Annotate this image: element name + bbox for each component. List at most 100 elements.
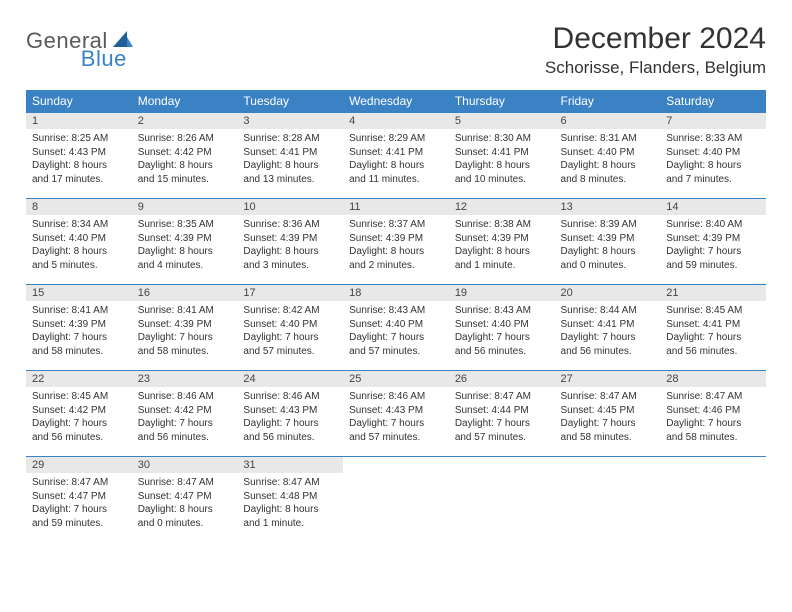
day-number: 31 [237, 457, 343, 473]
sunrise-line: Sunrise: 8:33 AM [666, 133, 742, 144]
sunrise-line: Sunrise: 8:44 AM [561, 305, 637, 316]
sunset-line: Sunset: 4:41 PM [561, 319, 635, 330]
day-number: 29 [26, 457, 132, 473]
calendar-body: 1Sunrise: 8:25 AMSunset: 4:43 PMDaylight… [26, 113, 766, 543]
location-text: Schorisse, Flanders, Belgium [545, 58, 766, 78]
sunset-line: Sunset: 4:39 PM [666, 233, 740, 244]
sunrise-line: Sunrise: 8:39 AM [561, 219, 637, 230]
calendar-cell: 16Sunrise: 8:41 AMSunset: 4:39 PMDayligh… [132, 285, 238, 371]
day-details: Sunrise: 8:44 AMSunset: 4:41 PMDaylight:… [555, 301, 661, 362]
calendar-cell: 13Sunrise: 8:39 AMSunset: 4:39 PMDayligh… [555, 199, 661, 285]
sunrise-line: Sunrise: 8:28 AM [243, 133, 319, 144]
daylight-line: Daylight: 8 hours and 15 minutes. [138, 160, 213, 185]
weekday-header: Sunday [26, 90, 132, 113]
sunrise-line: Sunrise: 8:40 AM [666, 219, 742, 230]
day-details: Sunrise: 8:28 AMSunset: 4:41 PMDaylight:… [237, 129, 343, 190]
day-details: Sunrise: 8:45 AMSunset: 4:41 PMDaylight:… [660, 301, 766, 362]
day-number: 13 [555, 199, 661, 215]
sunset-line: Sunset: 4:41 PM [349, 147, 423, 158]
day-details: Sunrise: 8:33 AMSunset: 4:40 PMDaylight:… [660, 129, 766, 190]
daylight-line: Daylight: 7 hours and 56 minutes. [138, 418, 213, 443]
day-details: Sunrise: 8:47 AMSunset: 4:47 PMDaylight:… [132, 473, 238, 534]
calendar-cell: 11Sunrise: 8:37 AMSunset: 4:39 PMDayligh… [343, 199, 449, 285]
day-number: 28 [660, 371, 766, 387]
day-number: 1 [26, 113, 132, 129]
day-number: 2 [132, 113, 238, 129]
calendar-cell: 4Sunrise: 8:29 AMSunset: 4:41 PMDaylight… [343, 113, 449, 199]
sunrise-line: Sunrise: 8:25 AM [32, 133, 108, 144]
day-number: 3 [237, 113, 343, 129]
day-number: 27 [555, 371, 661, 387]
sunset-line: Sunset: 4:44 PM [455, 405, 529, 416]
day-number: 14 [660, 199, 766, 215]
day-details: Sunrise: 8:45 AMSunset: 4:42 PMDaylight:… [26, 387, 132, 448]
sunrise-line: Sunrise: 8:26 AM [138, 133, 214, 144]
daylight-line: Daylight: 8 hours and 17 minutes. [32, 160, 107, 185]
calendar-cell: .. [660, 457, 766, 543]
sunset-line: Sunset: 4:39 PM [243, 233, 317, 244]
day-details: Sunrise: 8:38 AMSunset: 4:39 PMDaylight:… [449, 215, 555, 276]
sunrise-line: Sunrise: 8:38 AM [455, 219, 531, 230]
sunrise-line: Sunrise: 8:41 AM [138, 305, 214, 316]
daylight-line: Daylight: 8 hours and 0 minutes. [138, 504, 213, 529]
day-details: Sunrise: 8:41 AMSunset: 4:39 PMDaylight:… [132, 301, 238, 362]
day-number: 20 [555, 285, 661, 301]
daylight-line: Daylight: 8 hours and 13 minutes. [243, 160, 318, 185]
day-number: 26 [449, 371, 555, 387]
day-number: 30 [132, 457, 238, 473]
day-number: 17 [237, 285, 343, 301]
day-details: Sunrise: 8:46 AMSunset: 4:43 PMDaylight:… [343, 387, 449, 448]
day-number: 25 [343, 371, 449, 387]
sunset-line: Sunset: 4:40 PM [349, 319, 423, 330]
day-details: Sunrise: 8:36 AMSunset: 4:39 PMDaylight:… [237, 215, 343, 276]
sunrise-line: Sunrise: 8:30 AM [455, 133, 531, 144]
day-details: Sunrise: 8:41 AMSunset: 4:39 PMDaylight:… [26, 301, 132, 362]
sunset-line: Sunset: 4:40 PM [243, 319, 317, 330]
daylight-line: Daylight: 8 hours and 3 minutes. [243, 246, 318, 271]
day-details: Sunrise: 8:47 AMSunset: 4:48 PMDaylight:… [237, 473, 343, 534]
day-details: Sunrise: 8:42 AMSunset: 4:40 PMDaylight:… [237, 301, 343, 362]
calendar-cell: 25Sunrise: 8:46 AMSunset: 4:43 PMDayligh… [343, 371, 449, 457]
daylight-line: Daylight: 7 hours and 58 minutes. [138, 332, 213, 357]
calendar-cell: 3Sunrise: 8:28 AMSunset: 4:41 PMDaylight… [237, 113, 343, 199]
daylight-line: Daylight: 8 hours and 1 minute. [243, 504, 318, 529]
day-details: Sunrise: 8:31 AMSunset: 4:40 PMDaylight:… [555, 129, 661, 190]
sunrise-line: Sunrise: 8:46 AM [243, 391, 319, 402]
month-title: December 2024 [545, 22, 766, 56]
day-details: Sunrise: 8:46 AMSunset: 4:42 PMDaylight:… [132, 387, 238, 448]
sunrise-line: Sunrise: 8:46 AM [138, 391, 214, 402]
day-number: 21 [660, 285, 766, 301]
daylight-line: Daylight: 7 hours and 56 minutes. [666, 332, 741, 357]
sunrise-line: Sunrise: 8:46 AM [349, 391, 425, 402]
day-number: 9 [132, 199, 238, 215]
day-number: 10 [237, 199, 343, 215]
sunrise-line: Sunrise: 8:47 AM [243, 477, 319, 488]
day-number: 16 [132, 285, 238, 301]
title-block: December 2024 Schorisse, Flanders, Belgi… [545, 22, 766, 78]
daylight-line: Daylight: 7 hours and 56 minutes. [32, 418, 107, 443]
weekday-header: Friday [555, 90, 661, 113]
sunrise-line: Sunrise: 8:47 AM [561, 391, 637, 402]
day-details: Sunrise: 8:43 AMSunset: 4:40 PMDaylight:… [343, 301, 449, 362]
daylight-line: Daylight: 8 hours and 2 minutes. [349, 246, 424, 271]
header: General Blue December 2024 Schorisse, Fl… [26, 22, 766, 78]
daylight-line: Daylight: 8 hours and 5 minutes. [32, 246, 107, 271]
calendar-cell: 24Sunrise: 8:46 AMSunset: 4:43 PMDayligh… [237, 371, 343, 457]
calendar-cell: 21Sunrise: 8:45 AMSunset: 4:41 PMDayligh… [660, 285, 766, 371]
daylight-line: Daylight: 7 hours and 59 minutes. [666, 246, 741, 271]
calendar-cell: 1Sunrise: 8:25 AMSunset: 4:43 PMDaylight… [26, 113, 132, 199]
calendar-cell: 9Sunrise: 8:35 AMSunset: 4:39 PMDaylight… [132, 199, 238, 285]
day-number: 8 [26, 199, 132, 215]
day-number: 11 [343, 199, 449, 215]
calendar-table: SundayMondayTuesdayWednesdayThursdayFrid… [26, 90, 766, 543]
day-number: 22 [26, 371, 132, 387]
daylight-line: Daylight: 7 hours and 57 minutes. [349, 332, 424, 357]
day-number: 18 [343, 285, 449, 301]
sunrise-line: Sunrise: 8:31 AM [561, 133, 637, 144]
sunset-line: Sunset: 4:47 PM [32, 491, 106, 502]
calendar-cell: 2Sunrise: 8:26 AMSunset: 4:42 PMDaylight… [132, 113, 238, 199]
sunset-line: Sunset: 4:41 PM [455, 147, 529, 158]
sunset-line: Sunset: 4:47 PM [138, 491, 212, 502]
sunrise-line: Sunrise: 8:35 AM [138, 219, 214, 230]
calendar-cell: 20Sunrise: 8:44 AMSunset: 4:41 PMDayligh… [555, 285, 661, 371]
